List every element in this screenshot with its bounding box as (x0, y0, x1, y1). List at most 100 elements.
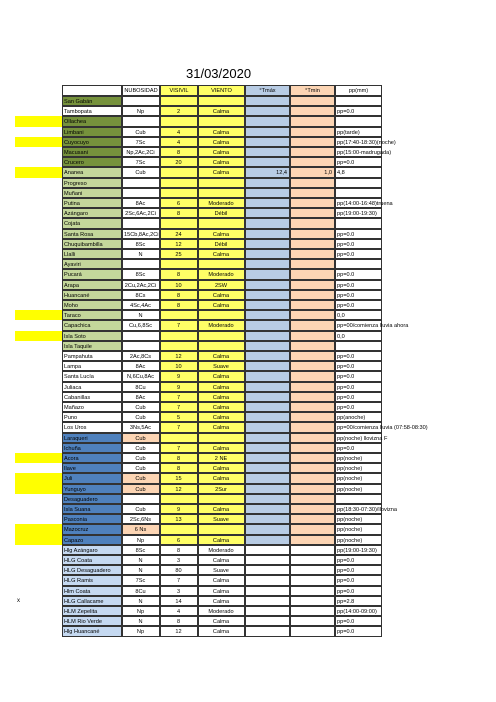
precipitation-cell: pp=0.0 (335, 351, 382, 362)
tmin-cell (290, 147, 335, 158)
precipitation-cell (335, 259, 382, 270)
wind-cell: Calma (198, 167, 245, 178)
cloudiness-cell: Cub (122, 167, 160, 178)
station-cell: Juli (62, 473, 122, 484)
wind-cell: Calma (198, 442, 245, 453)
row-highlight (15, 453, 62, 464)
tmax-cell (245, 157, 290, 168)
station-cell: Juliaca (62, 381, 122, 392)
wind-cell: Calma (198, 147, 245, 158)
station-cell: Pucará (62, 269, 122, 280)
cloudiness-cell: 7Sc (122, 575, 160, 586)
station-cell: Muñani (62, 187, 122, 198)
visibility-cell: 8 (160, 616, 198, 627)
tmin-cell (290, 228, 335, 239)
tmax-cell (245, 259, 290, 270)
tmin-cell (290, 96, 335, 107)
tmin-cell (290, 442, 335, 453)
cloudiness-cell: 4Sc,4Ac (122, 300, 160, 311)
station-cell: Desaguadero (62, 493, 122, 504)
wind-cell: 2Sur (198, 483, 245, 494)
visibility-cell: 8 (160, 463, 198, 474)
visibility-cell (160, 432, 198, 443)
precipitation-cell: pp(anoche) (335, 412, 382, 423)
row-highlight (15, 136, 62, 147)
tmax-cell (245, 116, 290, 127)
cloudiness-cell: 6 Ns (122, 524, 160, 535)
tmax-cell (245, 106, 290, 117)
wind-cell (198, 259, 245, 270)
precipitation-cell: pp=0.0 (335, 300, 382, 311)
visibility-cell: 7 (160, 320, 198, 331)
cloudiness-cell: 2Cu,2Ac,2Ci (122, 279, 160, 290)
cloudiness-cell: 2Ac,8Cs (122, 351, 160, 362)
station-cell: Ananea (62, 167, 122, 178)
station-cell: Lampa (62, 361, 122, 372)
wind-cell: Moderado (198, 320, 245, 331)
tmax-cell (245, 463, 290, 474)
precipitation-cell: pp=00/comienza lluvia ahora (335, 320, 408, 331)
cloudiness-cell: 8Sc (122, 238, 160, 249)
precipitation-cell: 0,0 (335, 330, 382, 341)
tmax-cell (245, 422, 290, 433)
cloudiness-cell: Cub (122, 402, 160, 413)
tmax-cell (245, 555, 290, 566)
wind-cell: Moderado (198, 606, 245, 617)
station-cell: Putina (62, 198, 122, 209)
cloudiness-cell: 15Cb,8Ac,2Ci (122, 228, 160, 239)
precipitation-cell: pp=0.0 (335, 249, 382, 260)
visibility-cell: 8 (160, 453, 198, 464)
tmin-cell (290, 177, 335, 188)
visibility-cell: 7 (160, 422, 198, 433)
precipitation-cell: pp(14:00-09:00) (335, 606, 382, 617)
tmin-cell (290, 157, 335, 168)
tmax-cell (245, 442, 290, 453)
cloudiness-cell (122, 493, 160, 504)
station-cell: HLM Rio Verde (62, 616, 122, 627)
precipitation-cell: pp=0.0 (335, 391, 382, 402)
precipitation-cell (335, 177, 382, 188)
cloudiness-cell: Cub (122, 473, 160, 484)
tmax-cell (245, 330, 290, 341)
visibility-cell: 9 (160, 504, 198, 515)
row-marker: x (17, 597, 20, 604)
wind-cell (198, 340, 245, 351)
cloudiness-cell: Cub (122, 504, 160, 515)
visibility-cell: 12 (160, 483, 198, 494)
precipitation-cell: pp(noche) llovizna F (335, 432, 387, 443)
precipitation-cell (335, 187, 382, 198)
visibility-cell: 8 (160, 300, 198, 311)
cloudiness-cell (122, 177, 160, 188)
station-cell: Puno (62, 412, 122, 423)
visibility-cell: 8 (160, 269, 198, 280)
visibility-cell (160, 116, 198, 127)
visibility-cell: 10 (160, 361, 198, 372)
tmax-cell (245, 483, 290, 494)
header-wind: VIENTO (198, 85, 245, 96)
tmin-cell (290, 249, 335, 260)
precipitation-cell: pp=0.0 (335, 157, 382, 168)
tmax-cell (245, 453, 290, 464)
wind-cell: Suave (198, 514, 245, 525)
station-cell: Cabanillas (62, 391, 122, 402)
cloudiness-cell: Np (122, 626, 160, 637)
tmin-cell (290, 198, 335, 209)
station-cell: Los Uros (62, 422, 122, 433)
cloudiness-cell: Cub (122, 453, 160, 464)
station-cell: Santa Lucía (62, 371, 122, 382)
cloudiness-cell: 8Ac (122, 391, 160, 402)
tmin-cell (290, 136, 335, 147)
wind-cell: Calma (198, 249, 245, 260)
station-cell: Ichuña (62, 442, 122, 453)
precipitation-cell: 4,8 (335, 167, 382, 178)
tmax-cell (245, 320, 290, 331)
wind-cell: Calma (198, 626, 245, 637)
cloudiness-cell (122, 187, 160, 198)
wind-cell: Calma (198, 126, 245, 137)
tmin-cell (290, 310, 335, 321)
precipitation-cell: pp(17:40-18:30)(noche) (335, 136, 396, 147)
station-cell: Azángaro (62, 208, 122, 219)
precipitation-cell: pp=0.0 (335, 585, 382, 596)
cloudiness-cell: 8Cs (122, 289, 160, 300)
precipitation-cell: pp(noche) (335, 473, 382, 484)
